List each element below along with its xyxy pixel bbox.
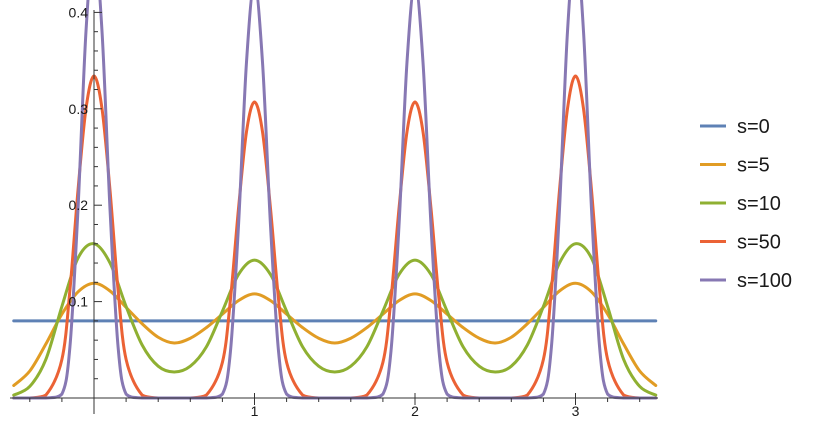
x-tick-label: 2 (411, 403, 419, 419)
legend-label: s=100 (737, 270, 792, 292)
y-tick-label: 0.1 (69, 294, 89, 310)
y-tick-label: 0.2 (69, 197, 89, 213)
y-tick-label: 0.3 (69, 101, 89, 117)
legend: s=0 s=5 s=10 s=50 s=100 (700, 116, 792, 292)
legend-label: s=0 (737, 116, 770, 138)
legend-label: s=50 (737, 232, 781, 254)
x-tick-label: 3 (572, 403, 580, 419)
legend-label: s=10 (737, 193, 781, 215)
axes: 1 2 3 0.1 0.2 0.3 0.4 (10, 4, 658, 419)
y-tick-label: 0.4 (69, 4, 89, 20)
series-line-s-5 (12, 281, 658, 387)
series-line-s-10 (12, 242, 658, 397)
legend-label: s=5 (737, 155, 770, 177)
series-line-s-100 (12, 0, 658, 400)
x-tick-label: 1 (251, 403, 259, 419)
series-layer (12, 0, 658, 400)
